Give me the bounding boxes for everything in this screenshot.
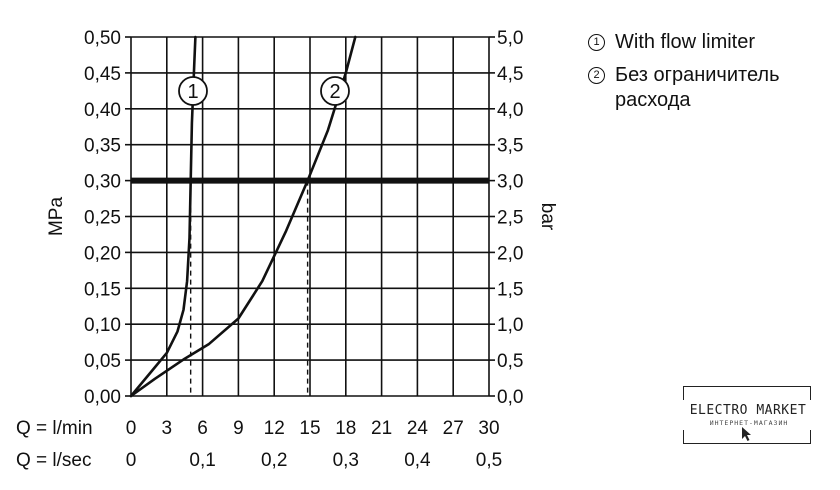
right-tick-label-5: 2,5 [497, 208, 523, 229]
cursor-icon [742, 427, 751, 441]
curve-marker-label-2: 2 [329, 81, 340, 103]
lmin-tick-label-10: 30 [478, 418, 499, 439]
lsec-tick-label-0: 0 [126, 450, 137, 471]
logo-subtitle: ИНТЕРНЕТ-МАГАЗИН [709, 419, 789, 427]
lsec-tick-label-1: 0,1 [189, 450, 215, 471]
curve-marker-circle-1 [178, 76, 208, 106]
lsec-tick-label-4: 0,4 [404, 450, 431, 471]
left-tick-label-10: 0,50 [84, 28, 121, 49]
legend-text-2: Без ограничитель расхода [615, 64, 780, 111]
right-axis-label: bar [537, 203, 558, 231]
right-tick-label-7: 3,5 [497, 136, 523, 157]
left-tick-label-7: 0,35 [84, 136, 121, 157]
left-axis-label: MPa [46, 197, 67, 237]
lmin-tick-label-9: 27 [443, 418, 464, 439]
left-tick-label-5: 0,25 [84, 208, 121, 229]
legend-item-1: 1 With flow limiter [588, 30, 838, 55]
right-tick-label-3: 1,5 [497, 279, 523, 300]
lmin-tick-label-8: 24 [407, 418, 429, 439]
logo-title: ELECTRO MARKET [689, 403, 807, 418]
lsec-tick-label-5: 0,5 [476, 450, 502, 471]
right-tick-label-1: 0,5 [497, 351, 523, 372]
lmin-tick-label-3: 9 [233, 418, 244, 439]
legend-marker-1: 1 [588, 34, 605, 51]
right-tick-label-4: 2,0 [497, 243, 523, 264]
left-tick-label-1: 0,05 [84, 351, 121, 372]
left-tick-label-3: 0,15 [84, 279, 121, 300]
lmin-tick-label-5: 15 [299, 418, 320, 439]
legend-text-1: With flow limiter [615, 31, 756, 53]
left-tick-label-0: 0,00 [84, 387, 121, 408]
curve-marker-label-1: 1 [187, 81, 198, 103]
tick-labels: 0,000,050,100,150,200,250,300,350,400,45… [84, 28, 523, 471]
curve-marker-circle-2 [320, 76, 350, 106]
x-axis-label-lmin: Q = l/min [16, 418, 93, 439]
axis-labels: Q = l/min Q = l/sec MPa bar [16, 197, 558, 471]
legend: 1 With flow limiter 2 Без ограничитель р… [588, 30, 838, 121]
legend-item-2: 2 Без ограничитель расхода [588, 63, 838, 113]
lsec-tick-label-3: 0,3 [333, 450, 359, 471]
right-tick-label-8: 4,0 [497, 100, 523, 121]
right-tick-label-2: 1,0 [497, 315, 523, 336]
right-tick-label-9: 4,5 [497, 64, 523, 85]
legend-marker-2: 2 [588, 67, 605, 84]
left-tick-label-6: 0,30 [84, 172, 121, 193]
left-tick-label-9: 0,45 [84, 64, 121, 85]
series-line-2 [129, 35, 357, 398]
right-tick-label-10: 5,0 [497, 28, 523, 49]
left-tick-label-4: 0,20 [84, 243, 121, 264]
lmin-tick-label-4: 12 [264, 418, 285, 439]
electro-market-logo: ELECTRO MARKET ИНТЕРНЕТ-МАГАЗИН [683, 386, 828, 448]
lsec-tick-label-2: 0,2 [261, 450, 287, 471]
left-tick-label-8: 0,40 [84, 100, 121, 121]
x-axis-label-lsec: Q = l/sec [16, 450, 92, 471]
left-tick-label-2: 0,10 [84, 315, 121, 336]
lmin-tick-label-2: 6 [197, 418, 208, 439]
lmin-tick-label-6: 18 [335, 418, 356, 439]
lmin-tick-label-1: 3 [162, 418, 173, 439]
right-tick-label-6: 3,0 [497, 172, 523, 193]
right-tick-label-0: 0,0 [497, 387, 523, 408]
lmin-tick-label-7: 21 [371, 418, 392, 439]
lmin-tick-label-0: 0 [126, 418, 137, 439]
